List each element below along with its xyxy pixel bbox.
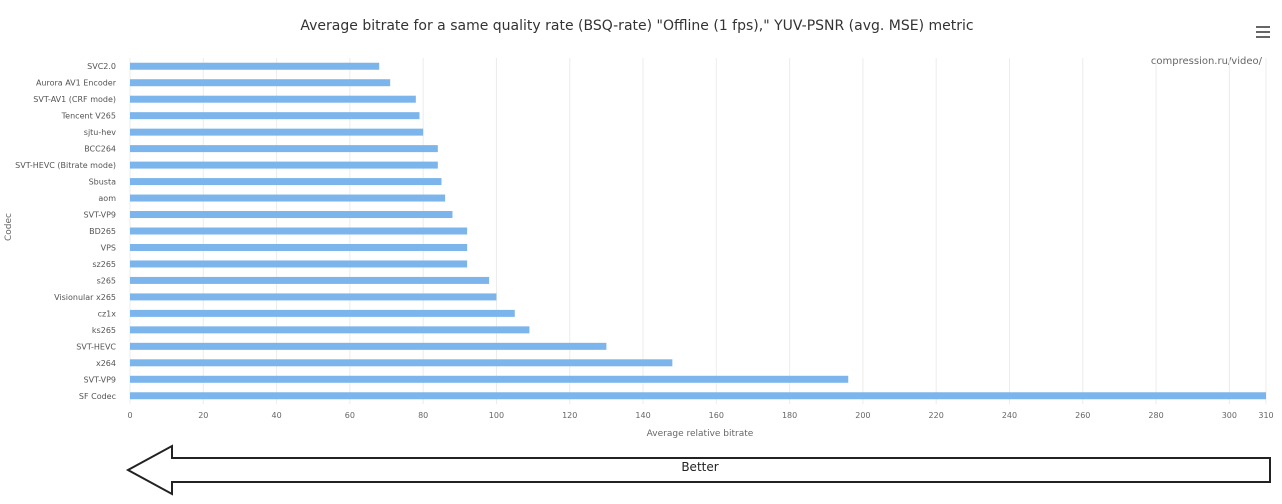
x-tick-label: 20: [198, 411, 208, 420]
y-category-label: SVT-VP9: [83, 211, 116, 220]
y-category-label: Visionular x265: [54, 293, 116, 302]
x-tick-label: 140: [635, 411, 650, 420]
y-category-label: SVT-HEVC: [76, 342, 116, 351]
y-category-label: SVT-HEVC (Bitrate mode): [15, 161, 116, 170]
y-category-label: s265: [97, 276, 116, 285]
y-category-label: aom: [98, 194, 116, 203]
bar[interactable]: [130, 342, 607, 350]
bar[interactable]: [130, 260, 468, 268]
y-category-label: Tencent V265: [61, 112, 116, 121]
y-category-label: VPS: [101, 243, 116, 252]
bar[interactable]: [130, 326, 530, 334]
bar[interactable]: [130, 112, 420, 120]
y-category-label: SVC2.0: [87, 62, 116, 71]
x-axis-title: Average relative bitrate: [647, 429, 754, 439]
x-tick-label: 60: [345, 411, 355, 420]
bar[interactable]: [130, 178, 442, 186]
x-tick-label: 180: [782, 411, 797, 420]
y-category-label: SVT-VP9: [83, 375, 116, 384]
bar[interactable]: [130, 243, 468, 251]
bar[interactable]: [130, 161, 438, 169]
bar[interactable]: [130, 194, 446, 202]
bar[interactable]: [130, 276, 490, 284]
bar-chart: SVC2.0 Aurora AV1 Encoder SVT-AV1 (CRF mod…: [15, 58, 1274, 439]
x-tick-label: 100: [489, 411, 504, 420]
y-category-label: SVT-AV1 (CRF mode): [33, 95, 116, 104]
x-tick-label: 0: [127, 411, 132, 420]
watermark: compression.ru/video/: [1150, 56, 1262, 67]
bar[interactable]: [130, 145, 438, 153]
better-arrow: [125, 444, 1271, 496]
y-category-label: x264: [96, 359, 116, 368]
bar[interactable]: [130, 128, 424, 136]
x-tick-label: 120: [562, 411, 577, 420]
bar[interactable]: [130, 309, 515, 317]
y-category-label: sz265: [92, 260, 116, 269]
bar[interactable]: [130, 79, 391, 87]
bar[interactable]: [130, 375, 849, 383]
y-category-label: Sbusta: [89, 178, 117, 187]
y-category-label: cz1x: [98, 309, 117, 318]
x-tick-label: 220: [929, 411, 944, 420]
y-category-label: BCC264: [84, 145, 116, 154]
x-tick-label: 280: [1148, 411, 1163, 420]
bar[interactable]: [130, 227, 468, 235]
better-label: Better: [681, 460, 719, 474]
y-category-label: BD265: [89, 227, 116, 236]
x-tick-label: 200: [855, 411, 870, 420]
bar[interactable]: [130, 359, 673, 367]
bar[interactable]: [130, 95, 416, 103]
menu-icon[interactable]: [1256, 26, 1270, 38]
x-tick-label: 160: [709, 411, 724, 420]
bar[interactable]: [130, 211, 453, 219]
chart-title: Average bitrate for a same quality rate …: [300, 18, 974, 34]
x-tick-label: 260: [1075, 411, 1090, 420]
bar[interactable]: [130, 293, 497, 301]
y-category-label: ks265: [92, 326, 116, 335]
x-tick-label: 300: [1222, 411, 1237, 420]
bar[interactable]: [130, 392, 1266, 400]
y-category-label: sjtu-hev: [84, 128, 116, 137]
x-tick-label: 310: [1258, 411, 1273, 420]
x-tick-label: 240: [1002, 411, 1017, 420]
y-category-label: Aurora AV1 Encoder: [36, 79, 117, 88]
x-tick-label: 40: [271, 411, 281, 420]
y-category-label: SF Codec: [79, 392, 116, 401]
bar[interactable]: [130, 62, 380, 70]
x-tick-label: 80: [418, 411, 428, 420]
